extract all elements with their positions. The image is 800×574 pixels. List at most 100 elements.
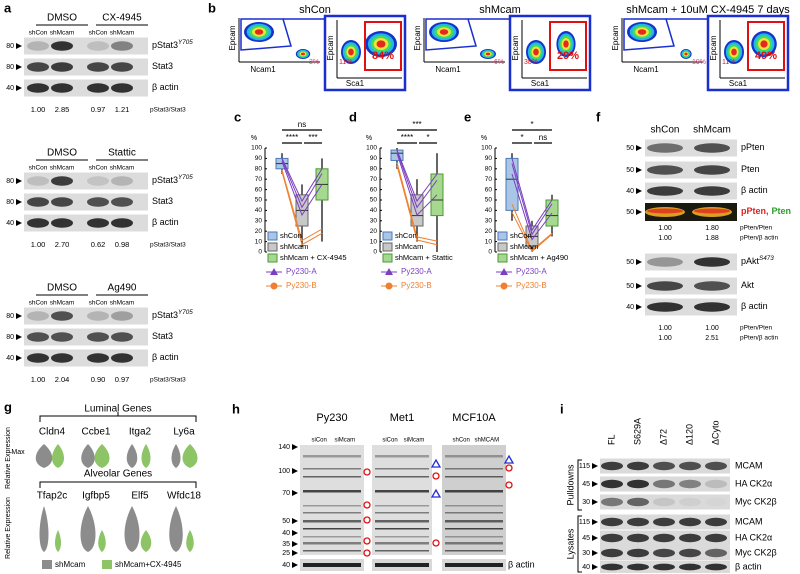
band-name: β actin — [741, 301, 768, 311]
legend-label: Py230-A — [286, 267, 317, 276]
blot — [600, 494, 730, 510]
band — [694, 208, 730, 214]
violin — [182, 444, 198, 468]
violin — [124, 506, 140, 552]
annotation — [363, 501, 371, 509]
legend-label: shMcam — [55, 560, 86, 569]
band — [627, 548, 649, 558]
marker-arrow — [592, 519, 598, 525]
band — [375, 520, 429, 523]
mw-marker: 50 — [626, 167, 634, 174]
lane-label: shCon — [89, 165, 108, 172]
band-label: pStat3Y705 — [152, 309, 193, 320]
band — [627, 497, 649, 507]
band — [87, 62, 109, 72]
band — [601, 563, 623, 571]
gate-pct: 6% — [494, 59, 504, 66]
mw-marker: 40 — [626, 304, 634, 311]
quant: 0.97 — [91, 105, 106, 114]
lane-label: shCon — [453, 438, 470, 444]
band — [303, 536, 361, 538]
band — [51, 197, 73, 207]
band-name: β actin — [152, 352, 179, 362]
mw-marker: 30 — [582, 550, 590, 557]
band — [87, 41, 109, 51]
band — [601, 497, 623, 507]
mw-marker: 40 — [282, 530, 290, 537]
annotation — [505, 481, 513, 489]
gene-label: Wfdc18 — [167, 491, 201, 502]
band — [694, 302, 730, 312]
band — [647, 302, 683, 312]
y-tick-label: 20 — [370, 228, 378, 235]
marker-arrow — [292, 518, 298, 524]
blot — [442, 445, 506, 555]
legend-label: shMcam + CX-4945 — [280, 253, 347, 262]
axis-label: Relative Expression — [5, 497, 12, 559]
marker-arrow — [592, 481, 598, 487]
legend-swatch — [497, 242, 508, 252]
band-name: pStat3 — [152, 40, 178, 50]
lane-label: shMcam — [50, 165, 75, 172]
quant: 1.00 — [658, 235, 672, 242]
band — [627, 517, 649, 527]
band — [375, 536, 429, 538]
y-tick-label: 40 — [485, 207, 493, 214]
annotation — [363, 549, 371, 557]
band-name: pStat3 — [152, 310, 178, 320]
gene-label: Ly6a — [173, 427, 195, 438]
plot-title: shMcam — [479, 4, 521, 16]
violin — [39, 506, 49, 552]
quant: 1.00 — [31, 105, 46, 114]
quant-label: pPten/Pten — [740, 225, 773, 232]
mw-marker: 115 — [579, 519, 590, 526]
quant: 1.88 — [705, 235, 719, 242]
quant: 0.62 — [91, 240, 106, 249]
band — [303, 563, 361, 567]
gate — [549, 21, 587, 71]
mw-marker: 80 — [6, 334, 14, 341]
band — [653, 479, 675, 489]
quant: 1.21 — [115, 105, 130, 114]
lane-label: shCon — [651, 125, 680, 136]
band — [375, 550, 429, 552]
trace-b — [396, 165, 438, 246]
marker-arrow — [592, 550, 598, 556]
legend-label: Py230-B — [286, 281, 317, 290]
marker-arrow — [16, 313, 22, 319]
band — [111, 83, 133, 93]
quant: 2.70 — [55, 240, 70, 249]
y-tick-label: 60 — [255, 186, 263, 193]
y-tick-label: 0 — [258, 249, 262, 256]
band — [87, 176, 109, 186]
violin — [80, 506, 96, 552]
lane-label: siCon — [382, 438, 397, 444]
band — [303, 468, 361, 470]
label: DMSO — [47, 283, 77, 294]
band-label: β actin — [152, 217, 179, 227]
quant: 1.00 — [658, 225, 672, 232]
significance: * — [426, 133, 429, 142]
band — [375, 528, 429, 530]
band — [27, 218, 49, 228]
marker-arrow — [292, 530, 298, 536]
axis-label: Epcam — [611, 25, 620, 50]
marker-arrow — [636, 167, 642, 173]
band — [27, 332, 49, 342]
legend-label: shCon — [510, 231, 532, 240]
band-label: β actin — [152, 82, 179, 92]
quant: 0.97 — [115, 375, 130, 384]
label: CX-4945 — [102, 13, 142, 24]
legend-label: shMcam — [510, 242, 538, 251]
gene-label: Cldn4 — [39, 427, 66, 438]
flow-density — [637, 29, 647, 35]
marker-arrow — [292, 550, 298, 556]
band-name: Akt — [741, 280, 755, 290]
y-tick-label: 0 — [373, 249, 377, 256]
mw-marker: 40 — [582, 564, 590, 571]
lane-label: siMcam — [334, 438, 355, 444]
blot — [24, 58, 148, 76]
axis-max: Max — [11, 449, 25, 456]
trace-a — [511, 173, 553, 241]
